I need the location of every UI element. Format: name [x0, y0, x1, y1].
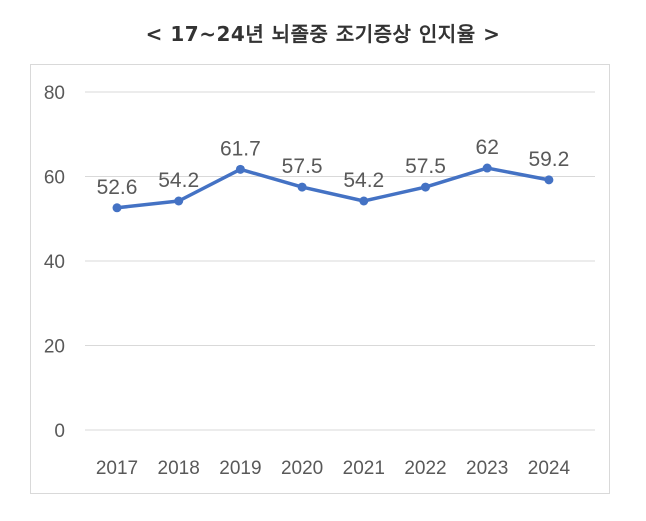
data-label: 54.2	[343, 169, 384, 192]
chart-title: < 17~24년 뇌졸중 조기증상 인지율 >	[145, 22, 501, 46]
x-tick-label: 2020	[281, 458, 323, 479]
data-point	[235, 164, 245, 174]
data-label: 57.5	[405, 155, 446, 178]
data-label: 62	[476, 136, 499, 159]
data-label: 61.7	[220, 137, 261, 160]
data-label: 57.5	[282, 155, 323, 178]
y-tick-label: 0	[54, 421, 65, 442]
data-point	[112, 203, 122, 213]
data-label: 54.2	[158, 169, 199, 192]
y-tick-label: 80	[44, 83, 65, 104]
data-point	[421, 182, 430, 192]
x-tick-label: 2017	[96, 458, 138, 479]
data-point	[174, 196, 184, 206]
series-line	[115, 166, 551, 210]
y-tick-label: 40	[44, 252, 65, 273]
data-label: 52.6	[97, 176, 138, 199]
chart-area	[30, 64, 610, 494]
data-point	[544, 175, 554, 185]
x-tick-label: 2023	[466, 458, 508, 479]
y-tick-label: 20	[44, 337, 65, 358]
x-tick-label: 2018	[158, 458, 200, 479]
data-label: 59.2	[528, 148, 569, 171]
data-point	[359, 196, 369, 206]
y-tick-label: 60	[44, 168, 65, 189]
x-tick-label: 2019	[219, 458, 261, 479]
x-tick-label: 2024	[528, 458, 571, 479]
data-point	[482, 163, 492, 173]
x-tick-label: 2021	[343, 458, 385, 479]
data-point	[297, 182, 307, 192]
x-tick-label: 2022	[404, 458, 446, 479]
